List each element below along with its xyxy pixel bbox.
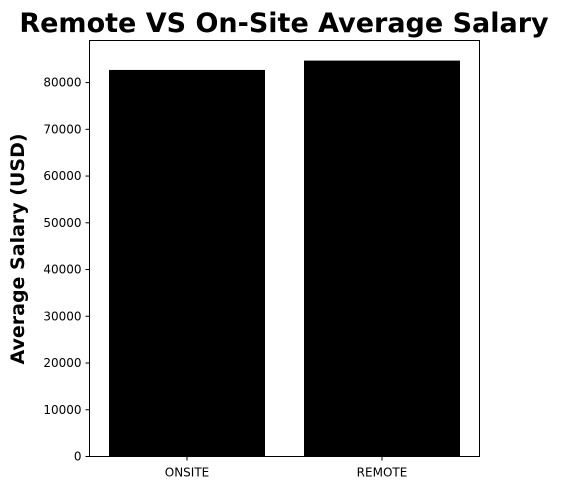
chart-title: Remote VS On-Site Average Salary: [19, 8, 549, 39]
y-tick-label: 80000: [43, 76, 81, 90]
y-tick-label: 50000: [43, 216, 81, 230]
x-tick-label: REMOTE: [357, 466, 408, 480]
bar-onsite: [109, 69, 265, 457]
bars-group: [109, 60, 460, 457]
plot-frame: [89, 40, 480, 457]
y-tick-label: 30000: [43, 309, 81, 323]
bar-remote: [304, 60, 460, 457]
x-axis-ticks: ONSITE REMOTE: [165, 456, 408, 480]
y-tick-label: 0: [74, 450, 82, 464]
y-tick-label: 10000: [43, 403, 81, 417]
y-axis-ticks: 0 10000 20000 30000 40000 50000 60000 70000 8000…: [43, 76, 90, 464]
x-tick-label: ONSITE: [165, 466, 210, 480]
y-tick-label: 60000: [43, 169, 81, 183]
y-tick-label: 20000: [43, 356, 81, 370]
y-tick-label: 40000: [43, 263, 81, 277]
y-tick-label: 70000: [43, 122, 81, 136]
y-axis-label: Average Salary (USD): [7, 133, 29, 364]
